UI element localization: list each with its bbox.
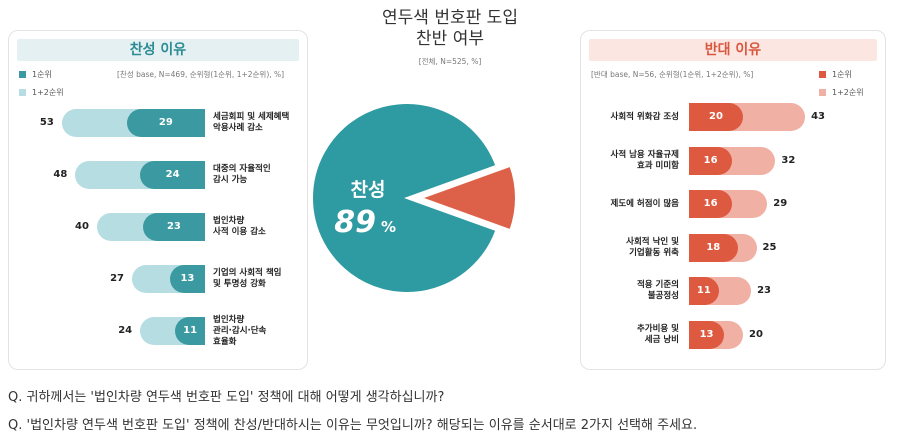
legend-swatch-first — [19, 71, 26, 78]
bar-first: 20 — [689, 103, 743, 131]
bar-total-label: 29 — [773, 198, 788, 209]
bar-first: 18 — [689, 233, 738, 262]
bar-first: 11 — [689, 277, 719, 305]
question-2: Q. '법인차량 연두색 번호판 도입' 정책에 찬성/반대하시는 이유는 무엇… — [8, 418, 698, 433]
bar-total-label: 20 — [749, 328, 763, 340]
legend-first-label-right: 1순위 — [832, 70, 852, 79]
bar-category-label: 사회적 위화감 조성 — [610, 111, 679, 122]
oppose-label: 반대 — [523, 181, 554, 201]
bar-category-label: 추가비용 및 세금 낭비 — [636, 323, 679, 345]
bar-row: 16 32 사적 남용 자율규제 효과 미미함 — [581, 146, 885, 175]
bar-row: 20 43 사회적 위화감 조성 — [581, 103, 885, 131]
favor-value: 89 — [334, 205, 376, 240]
bar-row: 18 25 사회적 낙인 및 기업활동 위축 — [581, 233, 885, 262]
question-1: Q. 귀하께서는 '법인차량 연두색 번호판 도입' 정책에 대해 어떻게 생각… — [8, 390, 445, 405]
bar-category-label: 대중의 자율적인 감시 가능 — [213, 164, 271, 185]
favor-reasons-panel: 찬성 이유 1순위 1+2순위 [찬성 base, N=469, 순위형(1순위… — [8, 30, 308, 370]
bar-first: 13 — [689, 320, 725, 349]
bar-first: 11 — [175, 317, 205, 345]
legend-first-rank-right: 1순위 — [819, 69, 852, 80]
bar-row: 23 40 법인차량 사적 이용 감소 — [9, 213, 307, 241]
legend-total-rank-right: 1+2순위 — [819, 87, 864, 98]
bar-category-label: 적용 기준의 불공정성 — [636, 280, 679, 301]
bar-first: 29 — [126, 109, 205, 137]
bar-total-label: 32 — [781, 154, 796, 166]
oppose-base-note: [반대 base, N=56, 순위형(1순위, 1+2순위), %] — [591, 70, 754, 79]
favor-unit: % — [381, 218, 396, 236]
pie-slice-favor — [311, 102, 498, 294]
bar-first: 24 — [140, 161, 205, 189]
bar-total-label: 27 — [110, 273, 125, 284]
pie-slice-oppose — [418, 164, 517, 232]
bar-row: 13 27 기업의 사회적 책임 및 투명성 강화 — [9, 265, 307, 293]
bar-total-label: 53 — [39, 117, 54, 128]
legend-swatch-first-right — [819, 71, 826, 78]
bar-total-label: 23 — [757, 285, 772, 296]
chart-title-line2: 찬반 여부 — [416, 29, 484, 49]
bar-category-label: 법인차량 사적 이용 감소 — [213, 216, 266, 237]
legend-swatch-total-right — [819, 89, 826, 96]
bar-row: 29 53 세금회피 및 세제혜택 악용사례 감소 — [9, 109, 307, 137]
legend-total-label-right: 1+2순위 — [832, 88, 864, 97]
oppose-reasons-panel: 반대 이유 [반대 base, N=56, 순위형(1순위, 1+2순위), %… — [580, 30, 886, 370]
bar-category-label: 세금회피 및 세제혜택 악용사례 감소 — [213, 112, 290, 133]
bar-total-label: 48 — [53, 169, 68, 180]
legend-swatch-total — [19, 89, 26, 96]
chart-base-note: [전체, N=525, %] — [418, 57, 482, 66]
legend-first-rank: 1순위 — [19, 69, 52, 80]
bar-category-label: 사적 남용 자율규제 효과 미미함 — [610, 149, 679, 171]
bar-row: 11 23 적용 기준의 불공정성 — [581, 277, 885, 305]
bar-category-label: 법인차량 관리·감시·단속 효율화 — [213, 314, 267, 347]
favor-base-note: [찬성 base, N=469, 순위형(1순위, 1+2순위), %] — [117, 70, 285, 79]
oppose-unit: % — [540, 213, 552, 227]
bar-row: 11 24 법인차량 관리·감시·단속 효율화 — [9, 314, 307, 347]
oppose-reasons-header: 반대 이유 — [589, 39, 877, 61]
bar-total-label: 40 — [75, 221, 89, 232]
bar-first: 23 — [142, 213, 205, 241]
bar-first: 16 — [689, 146, 733, 175]
bar-row: 13 20 추가비용 및 세금 낭비 — [581, 320, 885, 349]
bar-row: 24 48 대중의 자율적인 감시 가능 — [9, 161, 307, 189]
bar-category-label: 제도에 허점이 많음 — [610, 198, 679, 209]
legend-first-label: 1순위 — [32, 70, 52, 79]
bar-total-label: 25 — [762, 241, 777, 253]
favor-reasons-header: 찬성 이유 — [17, 39, 299, 61]
chart-title-line1: 연두색 번호판 도입 — [382, 8, 518, 28]
legend-total-label: 1+2순위 — [32, 88, 64, 97]
chart-title: 연두색 번호판 도입 찬반 여부 — [330, 8, 570, 50]
bar-category-label: 사회적 낙인 및 기업활동 위축 — [626, 236, 679, 258]
bar-first: 13 — [169, 265, 205, 293]
legend-total-rank: 1+2순위 — [19, 87, 64, 98]
bar-category-label: 기업의 사회적 책임 및 투명성 강화 — [213, 268, 282, 289]
bar-total-label: 24 — [118, 325, 133, 336]
bar-first: 16 — [689, 190, 733, 218]
bar-total-label: 43 — [811, 111, 826, 122]
bar-row: 16 29 제도에 허점이 많음 — [581, 190, 885, 218]
oppose-value: 11 — [512, 208, 537, 229]
favor-label: 찬성 — [351, 179, 386, 201]
